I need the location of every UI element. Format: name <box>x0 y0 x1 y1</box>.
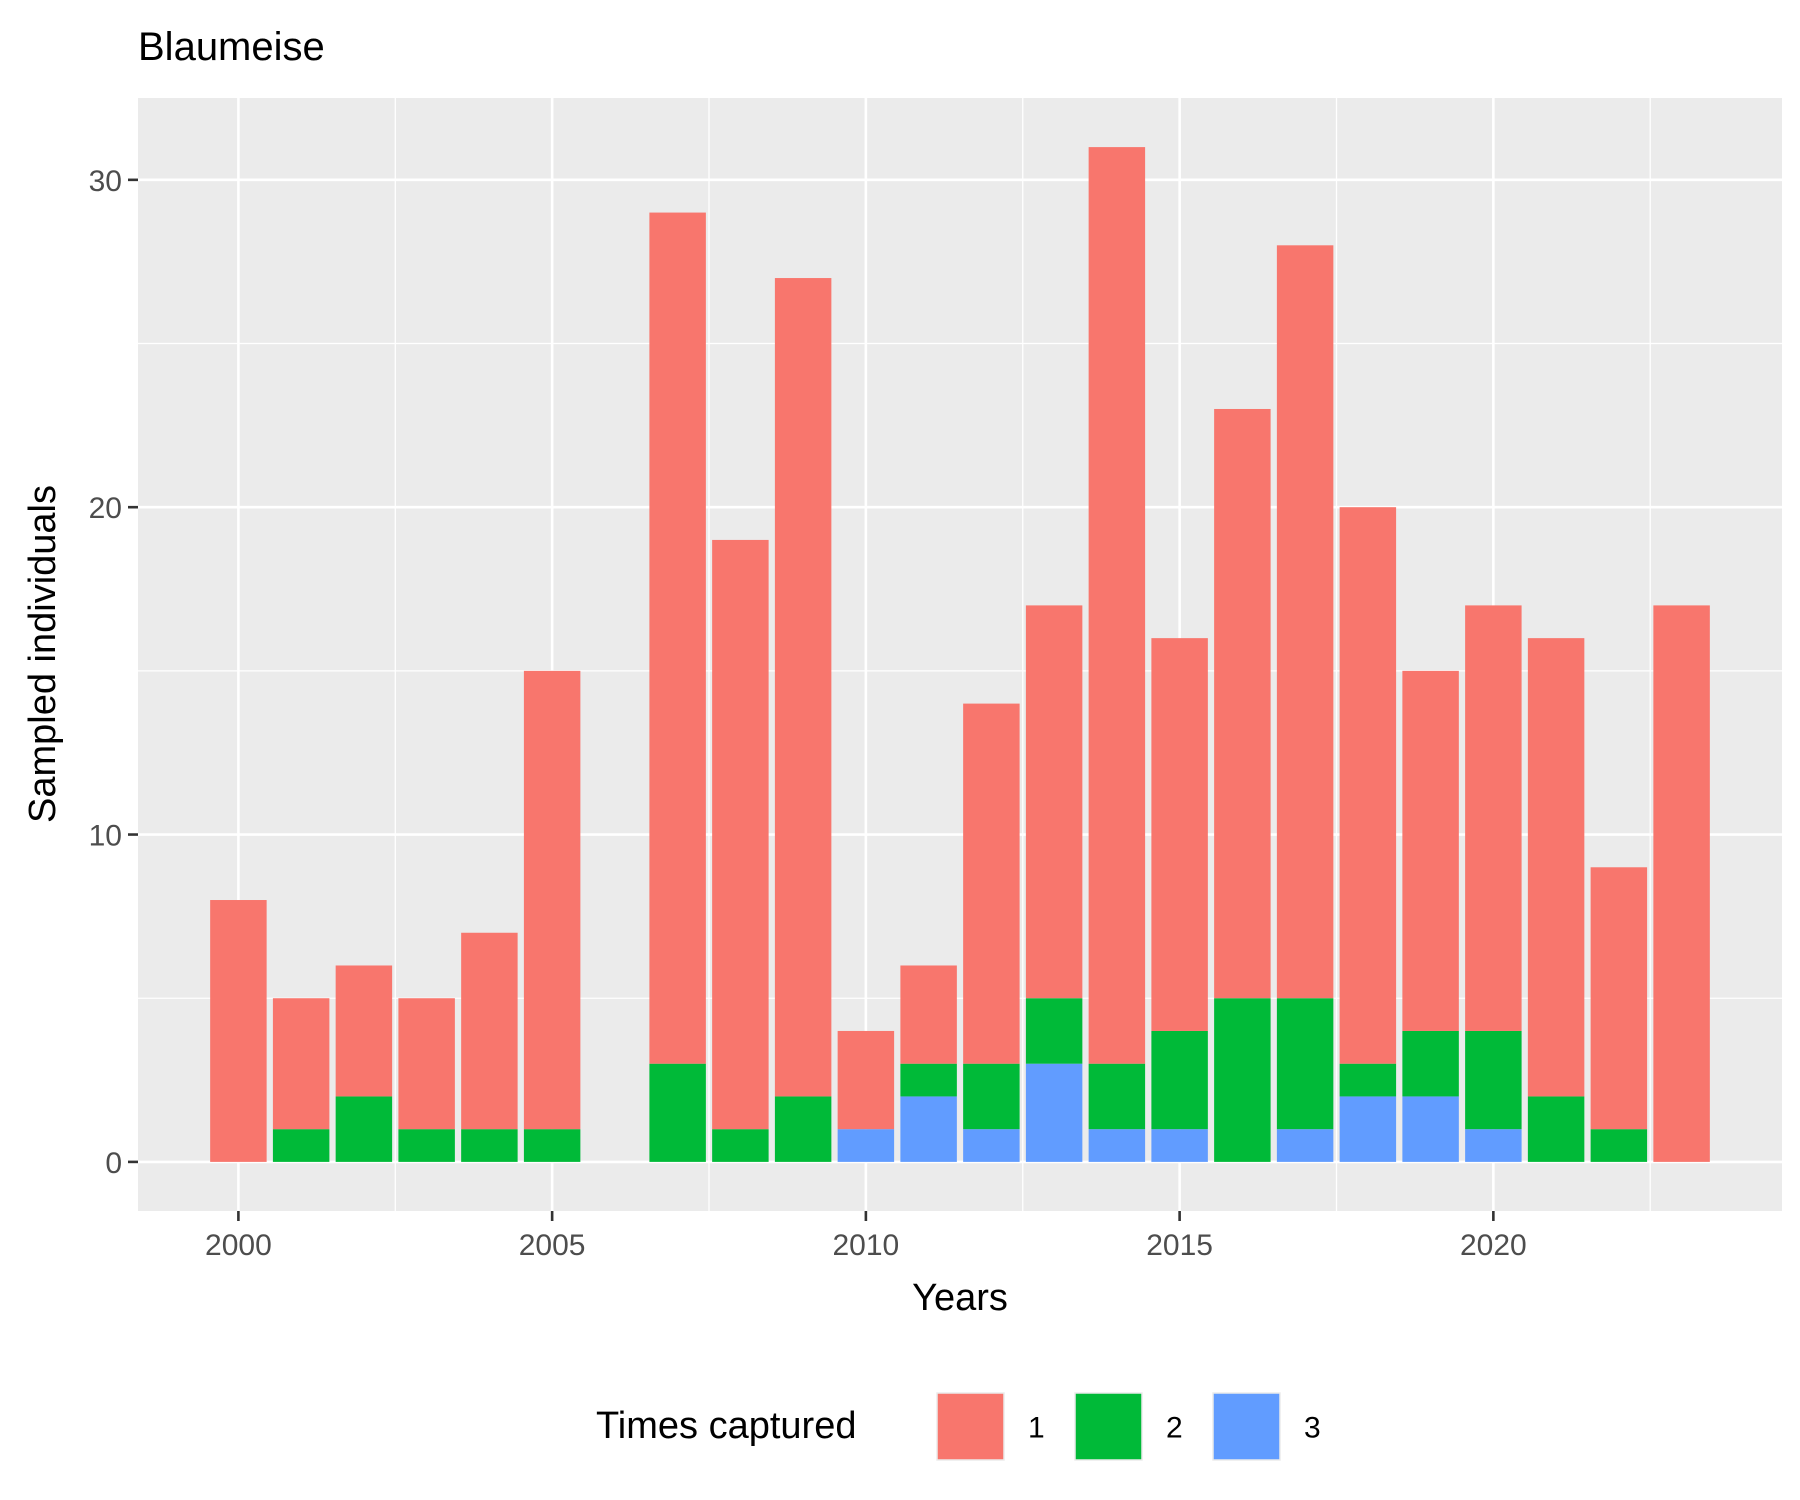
y-tick-label: 30 <box>89 165 122 198</box>
y-tick-label: 0 <box>105 1147 122 1180</box>
legend-key-2 <box>1074 1392 1143 1461</box>
bar-2019-times-3 <box>1402 1096 1459 1162</box>
bar-2003-times-2 <box>398 1129 455 1162</box>
bar-2011-times-2 <box>900 1063 957 1097</box>
bar-2008-times-1 <box>712 539 769 1130</box>
legend-label-1: 1 <box>1028 1412 1045 1445</box>
y-tick-label: 10 <box>89 820 122 853</box>
bar-2020-times-2 <box>1465 1030 1522 1130</box>
y-axis-label: Sampled individuals <box>22 485 64 823</box>
bar-2005-times-1 <box>523 670 581 1130</box>
bar-2009-times-2 <box>774 1096 832 1162</box>
y-axis: 0 10 20 30 <box>89 165 138 1180</box>
x-tick-label: 2010 <box>833 1229 900 1262</box>
bar-2000-times-1 <box>210 900 267 1162</box>
bar-2007-times-1 <box>649 212 706 1064</box>
bar-2012-times-3 <box>963 1129 1020 1162</box>
bar-2005-times-2 <box>523 1129 581 1162</box>
x-axis-label: Years <box>912 1277 1008 1319</box>
bar-2009-times-1 <box>774 278 832 1097</box>
bar-2013-times-1 <box>1025 605 1083 999</box>
bar-2014-times-2 <box>1088 1063 1146 1130</box>
bar-2015-times-2 <box>1151 1030 1208 1130</box>
bar-2020-times-3 <box>1465 1129 1522 1162</box>
bar-2017-times-3 <box>1276 1129 1334 1162</box>
bar-2014-times-1 <box>1088 147 1146 1064</box>
bar-2022-times-2 <box>1590 1129 1648 1162</box>
bar-2002-times-2 <box>335 1096 393 1162</box>
bar-2010-times-1 <box>837 1030 895 1130</box>
bar-2013-times-2 <box>1025 998 1083 1064</box>
bar-2001-times-2 <box>272 1129 330 1162</box>
bar-2012-times-2 <box>963 1063 1020 1130</box>
bar-2003-times-1 <box>398 998 455 1130</box>
bar-2015-times-3 <box>1151 1129 1208 1162</box>
bar-2020-times-1 <box>1465 605 1522 1031</box>
bar-2021-times-1 <box>1527 638 1585 1097</box>
bar-2012-times-1 <box>963 703 1020 1064</box>
bar-2002-times-1 <box>335 965 393 1097</box>
legend-key-1 <box>936 1392 1005 1461</box>
bar-2021-times-2 <box>1527 1096 1585 1162</box>
bars-layer <box>210 147 1710 1162</box>
bar-2019-times-2 <box>1402 1030 1459 1097</box>
bar-2018-times-3 <box>1339 1096 1397 1162</box>
bar-2013-times-3 <box>1025 1063 1083 1162</box>
chart-title: Blaumeise <box>138 25 325 69</box>
bar-2011-times-1 <box>900 965 957 1064</box>
bar-2015-times-1 <box>1151 638 1208 1031</box>
legend-key-3 <box>1212 1392 1281 1461</box>
bar-2023-times-1 <box>1653 605 1710 1162</box>
bar-2011-times-3 <box>900 1096 957 1162</box>
legend-label-3: 3 <box>1304 1412 1321 1445</box>
bar-2010-times-3 <box>837 1129 895 1162</box>
legend-label-2: 2 <box>1166 1412 1183 1445</box>
bar-2016-times-1 <box>1214 408 1271 999</box>
bar-2001-times-1 <box>272 998 330 1130</box>
bar-2017-times-1 <box>1276 245 1334 999</box>
bar-2017-times-2 <box>1276 998 1334 1130</box>
bar-2004-times-2 <box>461 1129 518 1162</box>
legend-title: Times captured <box>596 1405 856 1447</box>
bar-2004-times-1 <box>461 932 518 1130</box>
x-tick-label: 2000 <box>205 1229 272 1262</box>
x-tick-label: 2020 <box>1460 1229 1527 1262</box>
x-tick-label: 2015 <box>1146 1229 1213 1262</box>
bar-2008-times-2 <box>712 1129 769 1162</box>
y-tick-label: 20 <box>89 492 122 525</box>
bar-2007-times-2 <box>649 1063 706 1162</box>
bar-2022-times-1 <box>1590 867 1648 1130</box>
bar-2018-times-1 <box>1339 507 1397 1064</box>
bar-2019-times-1 <box>1402 670 1459 1031</box>
bar-2014-times-3 <box>1088 1129 1146 1162</box>
x-tick-label: 2005 <box>519 1229 586 1262</box>
x-axis: 2000 2005 2010 2015 2020 <box>205 1211 1527 1262</box>
bar-2016-times-2 <box>1214 998 1271 1162</box>
legend: Times captured 1 2 3 <box>596 1392 1321 1461</box>
bar-2018-times-2 <box>1339 1063 1397 1097</box>
